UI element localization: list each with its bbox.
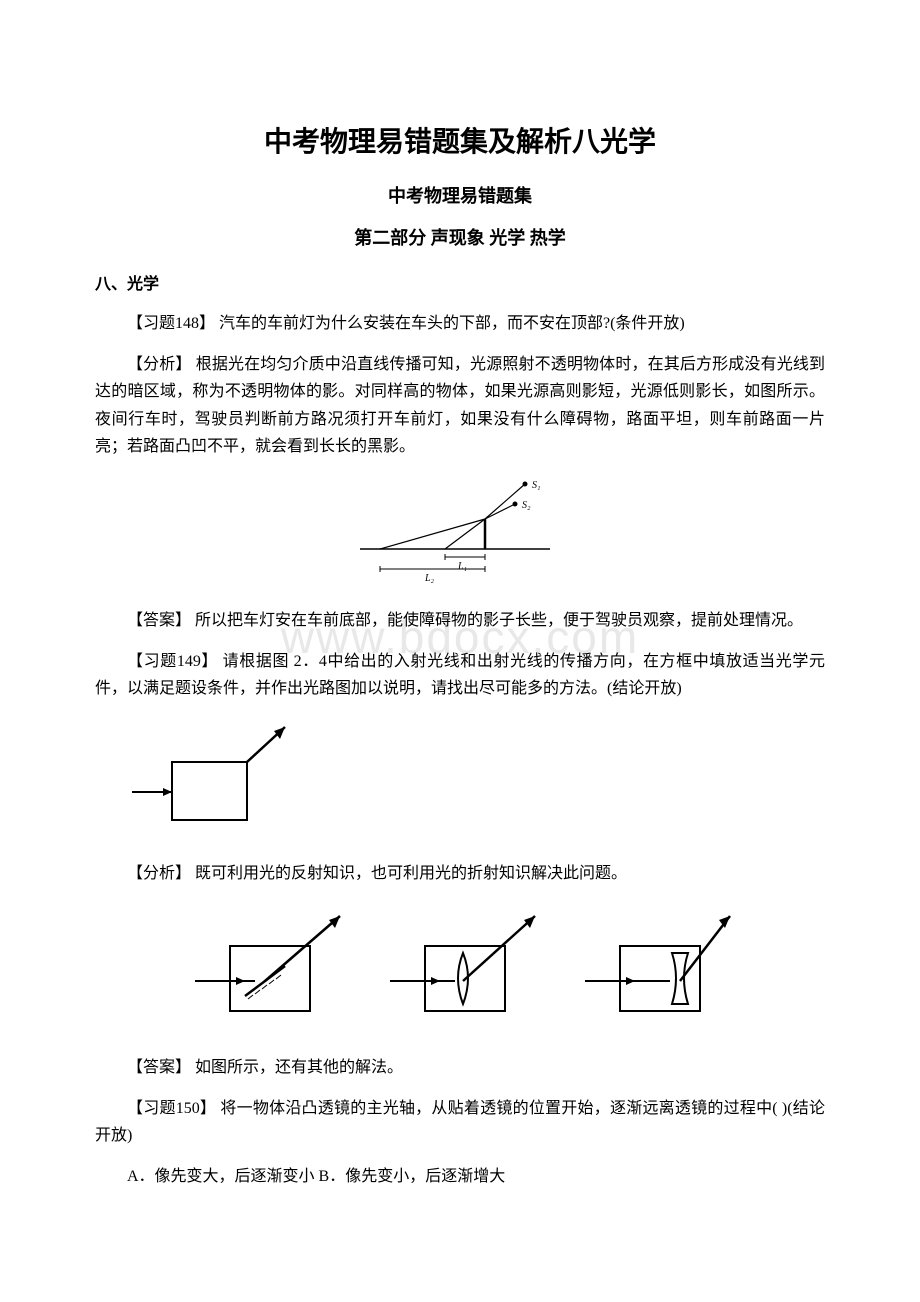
subtitle-2: 第二部分 声现象 光学 热学 [95,224,825,250]
subtitle-1: 中考物理易错题集 [95,182,825,208]
diagram-optics-solutions [95,901,825,1036]
svg-text:L₁: L₁ [457,561,467,572]
svg-text:S₂: S₂ [522,500,531,511]
svg-text:S₁: S₁ [532,480,540,491]
diagram-optics-box [95,717,825,842]
main-title: 中考物理易错题集及解析八光学 [95,120,825,160]
q148-analysis: 【分析】 根据光在均匀介质中沿直线传播可知，光源照射不透明物体时，在其后方形成没… [95,351,825,460]
q148-answer: 【答案】 所以把车灯安在车前底部，能使障碍物的影子长些，便于驾驶员观察，提前处理… [95,607,825,634]
section-heading: 八、光学 [95,270,825,294]
q148-question: 【习题148】 汽车的车前灯为什么安装在车头的下部，而不安在顶部?(条件开放) [95,310,825,337]
q150-question: 【习题150】 将一物体沿凸透镜的主光轴，从贴着透镜的位置开始，逐渐远离透镜的过… [95,1095,825,1149]
document-content: 中考物理易错题集及解析八光学 中考物理易错题集 第二部分 声现象 光学 热学 八… [95,120,825,1190]
q149-question: 【习题149】 请根据图 2．4中给出的入射光线和出射光线的传播方向，在方框中填… [95,648,825,702]
q150-options: A．像先变大，后逐渐变小 B．像先变小，后逐渐增大 [95,1163,825,1190]
svg-text:L₂: L₂ [424,573,435,584]
q149-analysis: 【分析】 既可利用光的反射知识，也可利用光的折射知识解决此问题。 [95,860,825,887]
q149-answer: 【答案】 如图所示，还有其他的解法。 [95,1054,825,1081]
diagram-shadow-length: S₁ S₂ L₁ L₂ [95,474,825,589]
